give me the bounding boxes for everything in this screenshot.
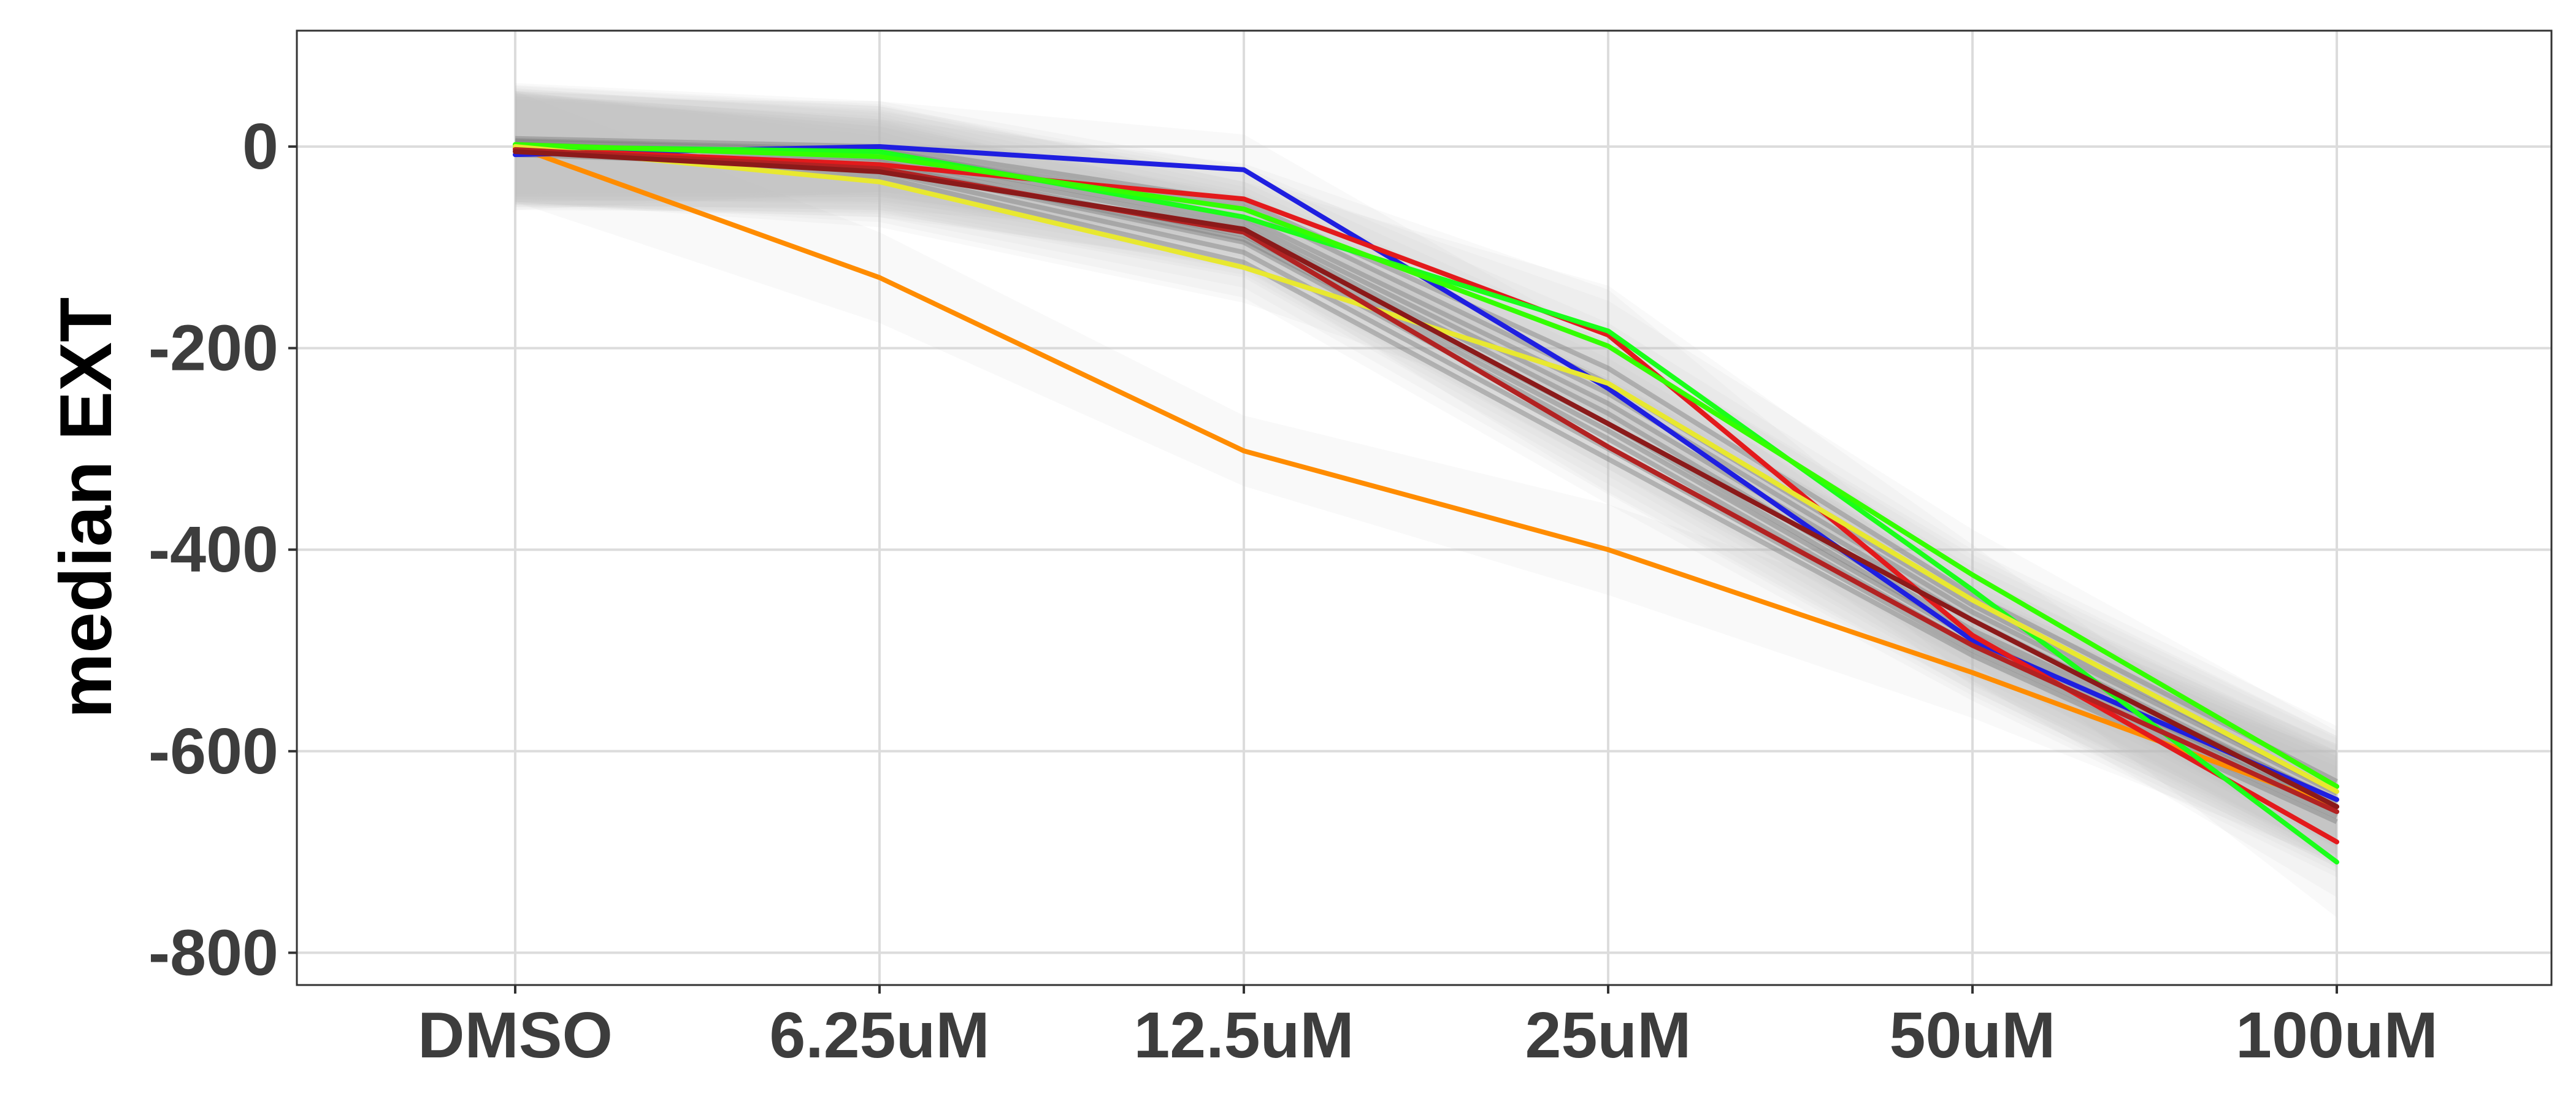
x-tick-label: 50uM bbox=[1890, 999, 2056, 1071]
series-line bbox=[513, 144, 2339, 810]
x-tick-label: 25uM bbox=[1525, 999, 1692, 1071]
x-tick-label: 12.5uM bbox=[1133, 999, 1354, 1071]
y-tick-label: -600 bbox=[148, 715, 278, 788]
ribbon bbox=[515, 96, 2337, 862]
ribbon bbox=[515, 99, 2337, 856]
series-line bbox=[513, 147, 2339, 815]
series-line bbox=[513, 142, 2339, 789]
x-tick-label: 100uM bbox=[2236, 999, 2438, 1071]
y-axis-title: median EXT bbox=[45, 297, 127, 719]
ribbon bbox=[515, 91, 2337, 847]
y-tick-label: -400 bbox=[148, 513, 278, 586]
ribbon bbox=[515, 96, 2337, 862]
x-tick-label: DMSO bbox=[418, 999, 613, 1071]
ribbon bbox=[515, 91, 2337, 857]
highlighted-series bbox=[513, 142, 2339, 865]
series-line bbox=[513, 149, 2339, 810]
ribbon bbox=[515, 99, 2337, 867]
ribbon bbox=[515, 93, 2337, 898]
ribbon bbox=[515, 94, 2337, 872]
y-tick-label: -800 bbox=[148, 916, 278, 989]
series-line-background bbox=[515, 136, 2338, 784]
ribbon bbox=[515, 94, 2337, 867]
grid bbox=[297, 31, 2551, 985]
ribbon bbox=[515, 91, 2337, 862]
y-tick-label: -200 bbox=[148, 312, 278, 385]
x-axis: DMSO 6.25uM 12.5uM 25uM 50uM 100uM bbox=[418, 985, 2438, 1071]
series-line bbox=[513, 146, 2339, 845]
y-tick-label: 0 bbox=[242, 110, 278, 183]
ribbon bbox=[515, 91, 2337, 918]
ribbons bbox=[515, 83, 2337, 918]
ribbon bbox=[515, 93, 2337, 865]
x-tick-label: 6.25uM bbox=[769, 999, 989, 1071]
y-axis: 0 -200 -400 -600 -800 bbox=[148, 110, 297, 989]
ribbon bbox=[515, 91, 2337, 878]
plot-background bbox=[297, 31, 2551, 985]
series-line bbox=[513, 144, 2339, 865]
plot-border bbox=[296, 29, 2553, 986]
series-line-background bbox=[515, 144, 2338, 824]
